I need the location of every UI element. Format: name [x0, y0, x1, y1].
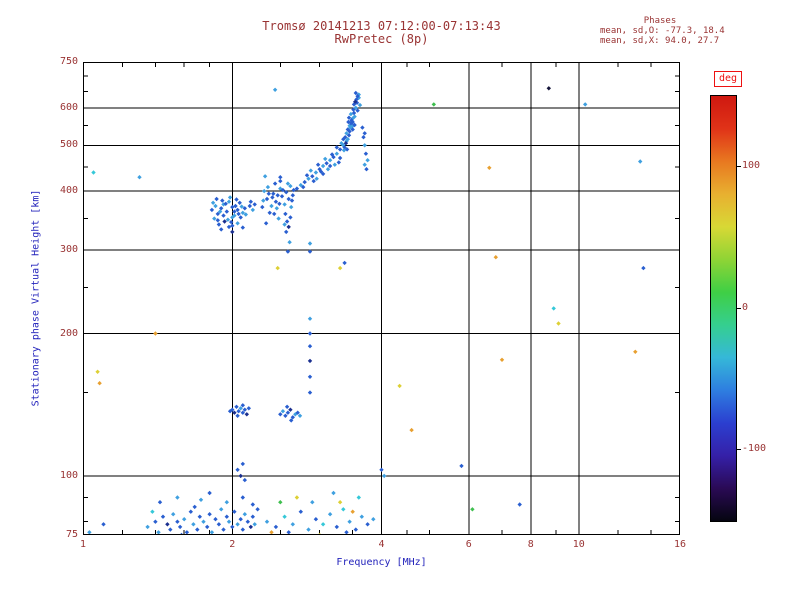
plot-subtitle: RwPretec (8p) [334, 32, 429, 46]
y-tick-label: 100 [59, 469, 78, 481]
x-tick-label: 6 [465, 539, 472, 550]
x-axis-label: Frequency [MHz] [336, 557, 427, 568]
y-tick-label: 75 [65, 529, 78, 540]
colorbar [710, 95, 737, 522]
y-tick-label: 200 [59, 327, 78, 339]
colorbar-unit-label: deg [714, 71, 743, 87]
y-tick-label: 300 [59, 244, 78, 256]
colorbar-tick-label: -100 [742, 443, 767, 455]
plot-area [83, 62, 680, 535]
colorbar-tick-mark [736, 307, 741, 309]
x-tick-label: 8 [527, 539, 534, 550]
phase-stats-o-mode: mean, sd,O: -77.3, 18.4 [600, 26, 725, 36]
y-tick-label: 600 [59, 101, 78, 113]
colorbar-tick-label: 0 [742, 301, 749, 313]
x-tick-label: 10 [572, 539, 585, 550]
y-tick-label: 400 [59, 185, 78, 197]
plot-title: Tromsø 20141213 07:12:00-07:13:43 [262, 19, 501, 33]
phase-stats-header: Phases [643, 16, 677, 26]
x-tick-label: 2 [229, 539, 236, 550]
phase-stats-x-mode: mean, sd,X: 94.0, 27.7 [600, 36, 720, 46]
colorbar-tick-label: 100 [742, 159, 761, 171]
y-tick-label: 750 [59, 56, 78, 67]
colorbar-tick-mark [736, 449, 741, 451]
colorbar-tick-mark [736, 165, 741, 167]
y-tick-label: 500 [59, 139, 78, 151]
x-tick-label: 16 [673, 539, 687, 550]
title-block: Tromsø 20141213 07:12:00-07:13:43 RwPret… [83, 20, 680, 46]
scatter-plot-canvas [83, 62, 680, 535]
y-axis-label: Stationary phase Virtual Height [km] [30, 189, 42, 407]
phase-stats: Phases mean, sd,O: -77.3, 18.4 mean, sd,… [600, 16, 770, 46]
x-tick-label: 4 [378, 539, 385, 550]
x-tick-label: 1 [79, 539, 87, 550]
